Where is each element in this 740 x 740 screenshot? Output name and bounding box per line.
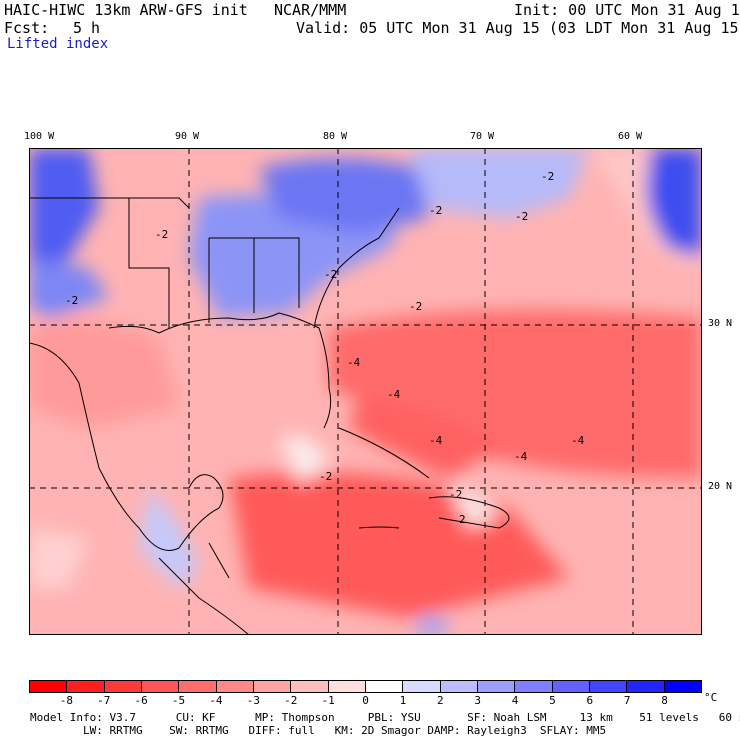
forecast-value: 5 h xyxy=(73,19,101,37)
colorbar-tick-label: -3 xyxy=(246,694,260,707)
org-label: NCAR/MMM xyxy=(274,1,347,19)
contour-label: -2 xyxy=(541,170,554,183)
colorbar-tick-label: 1 xyxy=(399,694,407,707)
colorbar-swatch xyxy=(664,681,701,692)
init-time: Init: 00 UTC Mon 31 Aug 15 xyxy=(514,1,740,19)
colorbar-swatch xyxy=(216,681,254,692)
colorbar-swatch xyxy=(403,681,441,692)
contour-label: -2 xyxy=(324,268,337,281)
colorbar-swatch xyxy=(328,681,366,692)
colorbar-tick-label: -6 xyxy=(134,694,148,707)
colorbar-swatch xyxy=(477,681,516,692)
contour-label: -4 xyxy=(347,356,361,369)
colorbar-unit: °C xyxy=(704,691,718,704)
colorbar-tick-label: 7 xyxy=(623,694,631,707)
lat-label-30n: 30 N xyxy=(708,318,733,329)
colorbar-tick-label: 5 xyxy=(549,694,556,707)
contour-label: -2 xyxy=(65,294,78,307)
colorbar-tick-label: 4 xyxy=(511,694,519,707)
colorbar-tick-label: 8 xyxy=(661,694,668,707)
colorbar xyxy=(29,680,702,693)
colorbar-swatch xyxy=(291,681,329,692)
colorbar-swatch xyxy=(104,681,142,692)
colorbar-tick-label: -8 xyxy=(59,694,73,707)
colorbar-swatch xyxy=(179,681,217,692)
colorbar-tick-label: -5 xyxy=(171,694,186,707)
model-info-line-1: Model Info: V3.7 CU: KF MP: Thompson PBL… xyxy=(30,711,740,724)
contour-label: 2 xyxy=(459,513,466,526)
lat-label-20n: 20 N xyxy=(708,481,733,492)
colorbar-swatch xyxy=(67,681,105,692)
colorbar-swatch xyxy=(515,681,553,692)
contour-label: -2 xyxy=(429,204,442,217)
colorbar-tick-label: 0 xyxy=(362,694,369,707)
lon-label-80w: 80 W xyxy=(323,131,348,142)
colorbar-swatch xyxy=(589,681,628,692)
lon-label-60w: 60 W xyxy=(618,131,643,142)
colorbar-tick-label: -1 xyxy=(321,694,335,707)
contour-label: -2 xyxy=(515,210,528,223)
lon-label-90w: 90 W xyxy=(175,131,200,142)
contour-label: -2 xyxy=(319,470,332,483)
model-title: HAIC-HIWC 13km ARW-GFS init xyxy=(4,1,248,19)
colorbar-swatch xyxy=(627,681,665,692)
contour-label: -4 xyxy=(571,434,585,447)
colorbar-swatch xyxy=(30,681,68,692)
forecast-label: Fcst: xyxy=(4,19,50,37)
field-name: Lifted index xyxy=(7,36,109,52)
contour-label: -4 xyxy=(514,450,528,463)
colorbar-swatch xyxy=(253,681,292,692)
colorbar-tick-label: 2 xyxy=(436,694,444,707)
colorbar-tick-label: -2 xyxy=(284,694,298,707)
contour-label: -2 xyxy=(409,300,422,313)
colorbar-tick-label: -7 xyxy=(97,694,111,707)
colorbar-ticks: -8 -7 -6 -5 -4 -3 -2 -1 0 1 2 3 4 5 6 7 8 °C xyxy=(29,691,718,708)
lon-label-100w: 100 W xyxy=(24,131,55,142)
colorbar-swatch xyxy=(552,681,590,692)
model-info-line-2: LW: RRTMG SW: RRTMG DIFF: full KM: 2D Sm… xyxy=(30,724,607,737)
lon-label-70w: 70 W xyxy=(470,131,495,142)
valid-time: Valid: 05 UTC Mon 31 Aug 15 (03 LDT Mon … xyxy=(296,19,740,37)
colorbar-tick-label: -4 xyxy=(209,694,223,707)
colorbar-swatch xyxy=(141,681,180,692)
lifted-index-map: -2 -2 -2 -2 -2 -2 -2 -4 -4 -4 -4 -4 -2 -… xyxy=(29,148,702,635)
colorbar-tick-label: 3 xyxy=(474,694,481,707)
contour-label: -4 xyxy=(387,388,401,401)
contour-label: -2 xyxy=(449,488,462,501)
colorbar-swatch xyxy=(440,681,478,692)
contour-label: -2 xyxy=(155,228,168,241)
colorbar-swatch xyxy=(365,681,404,692)
contour-label: -4 xyxy=(429,434,443,447)
colorbar-tick-label: 6 xyxy=(586,694,594,707)
